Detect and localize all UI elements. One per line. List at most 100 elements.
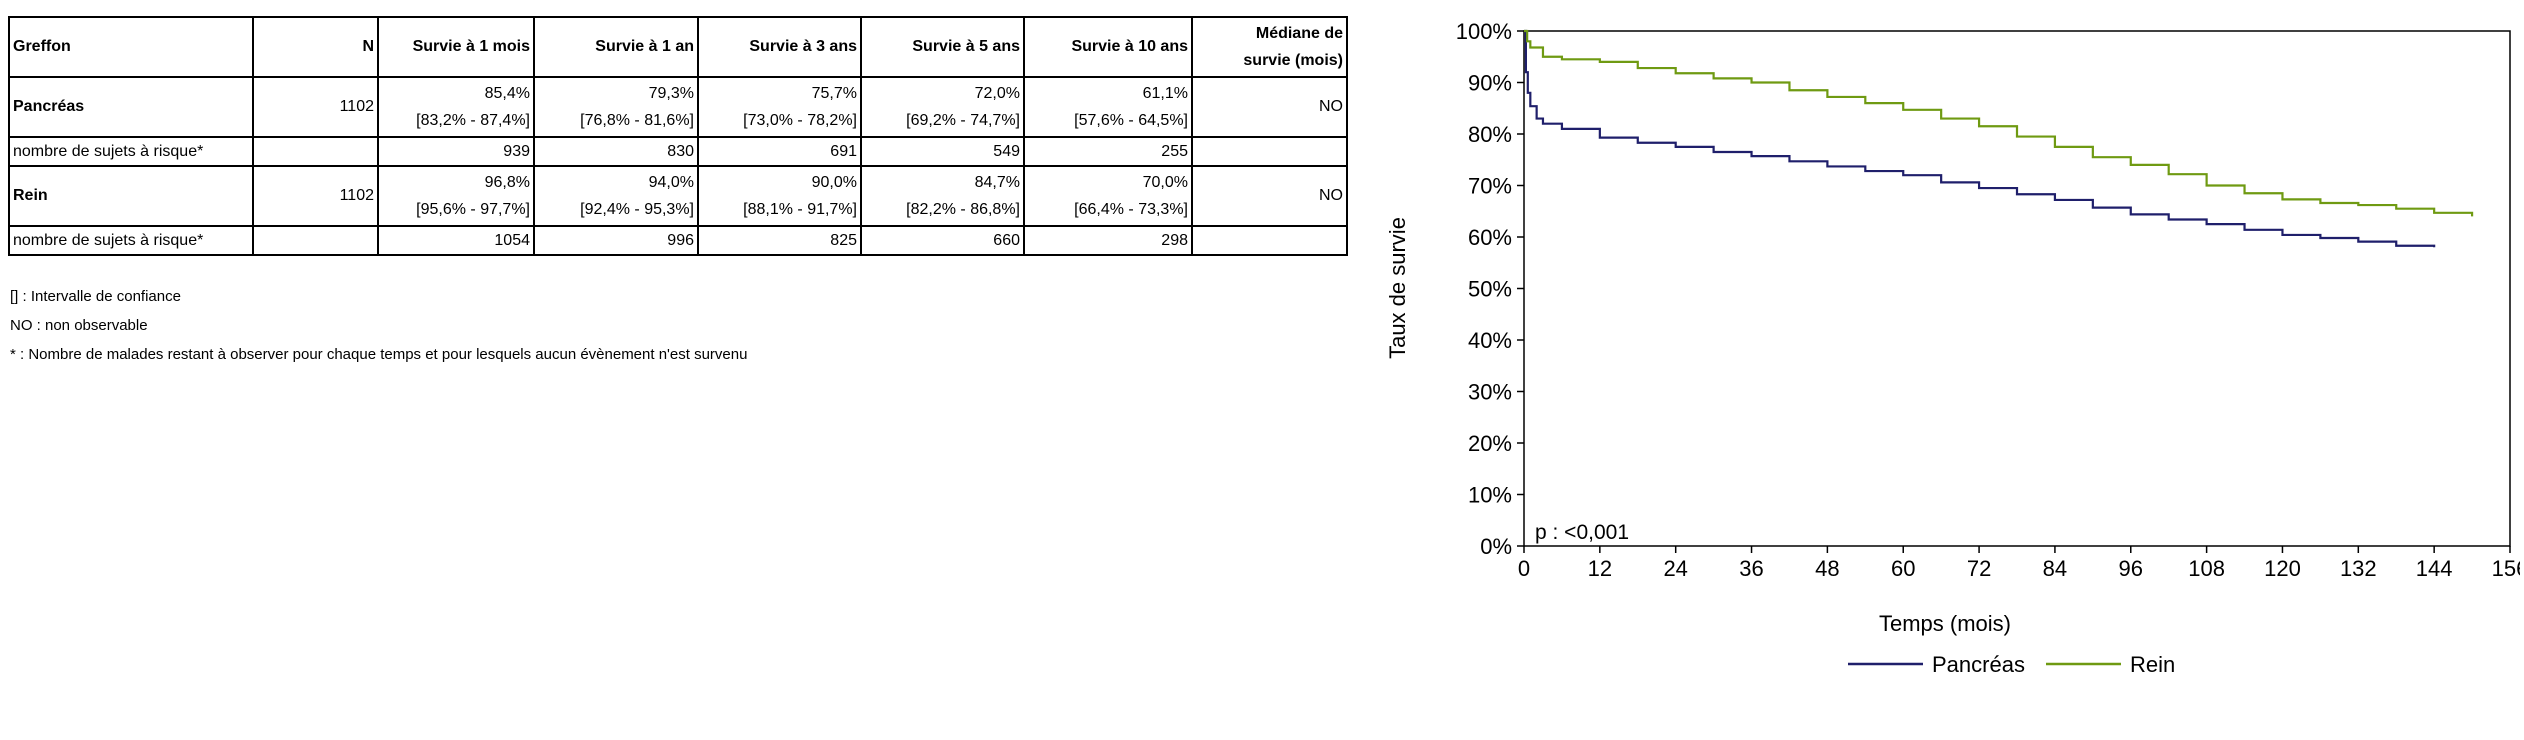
group-name: Pancréas bbox=[8, 76, 254, 138]
x-tick-label: 48 bbox=[1815, 556, 1839, 581]
cell-median: NO bbox=[1191, 76, 1348, 138]
x-tick-label: 0 bbox=[1518, 556, 1530, 581]
series-line-rein bbox=[1524, 29, 2474, 217]
header-greffon: Greffon bbox=[8, 16, 254, 78]
value: 61,1% bbox=[1142, 85, 1188, 102]
x-tick-label: 24 bbox=[1663, 556, 1687, 581]
ci: [69,2% - 74,7%] bbox=[906, 112, 1020, 129]
x-tick-label: 156 bbox=[2492, 556, 2520, 581]
risk-5-years: 660 bbox=[860, 225, 1025, 256]
legend-label: Rein bbox=[2130, 652, 2175, 677]
cell-3-years: 90,0% [88,1% - 91,7%] bbox=[697, 165, 862, 227]
y-tick-label: 40% bbox=[1468, 328, 1512, 353]
ci: [82,2% - 86,8%] bbox=[906, 201, 1020, 218]
axes-layer: 0% 10% 20% 30% 40% 50% 60% 70% 80% 90% 100% 0 12 24 36… bbox=[1456, 19, 2520, 581]
risk-10-years: 298 bbox=[1023, 225, 1193, 256]
p-value-annotation: p : <0,001 bbox=[1535, 521, 1629, 544]
table-row-rein: Rein 1102 96,8% [95,6% - 97,7%] 94,0% [92,… bbox=[8, 165, 1348, 227]
risk-3-years: 825 bbox=[697, 225, 862, 256]
x-tick-label: 12 bbox=[1588, 556, 1612, 581]
x-tick-label: 96 bbox=[2119, 556, 2143, 581]
risk-1-month: 1054 bbox=[377, 225, 535, 256]
cell-1-month: 85,4% [83,2% - 87,4%] bbox=[377, 76, 535, 138]
y-tick-label: 70% bbox=[1468, 174, 1512, 199]
ci: [57,6% - 64,5%] bbox=[1074, 112, 1188, 129]
y-tick-label: 50% bbox=[1468, 277, 1512, 302]
ci: [73,0% - 78,2%] bbox=[743, 112, 857, 129]
cell-1-year: 79,3% [76,8% - 81,6%] bbox=[533, 76, 699, 138]
survival-chart: 0% 10% 20% 30% 40% 50% 60% 70% 80% 90% 100% 0 12 24 36… bbox=[1385, 19, 2520, 677]
header-5-years: Survie à 5 ans bbox=[860, 16, 1025, 78]
ci: [95,6% - 97,7%] bbox=[416, 201, 530, 218]
note-risk: * : Nombre de malades restant à observer… bbox=[10, 346, 748, 363]
table-header-row: Greffon N Survie à 1 mois Survie à 1 an … bbox=[8, 16, 1348, 78]
header-10-years: Survie à 10 ans bbox=[1023, 16, 1193, 78]
header-1-year: Survie à 1 an bbox=[533, 16, 699, 78]
y-tick-label: 30% bbox=[1468, 380, 1512, 405]
risk-empty bbox=[252, 225, 379, 256]
value: 72,0% bbox=[974, 85, 1020, 102]
value: 70,0% bbox=[1142, 174, 1188, 191]
legend-label: Pancréas bbox=[1932, 652, 2025, 677]
y-tick-label: 60% bbox=[1468, 225, 1512, 250]
header-3-years: Survie à 3 ans bbox=[697, 16, 862, 78]
x-tick-label: 72 bbox=[1967, 556, 1991, 581]
risk-1-year: 996 bbox=[533, 225, 699, 256]
risk-label: nombre de sujets à risque* bbox=[8, 225, 254, 256]
group-n: 1102 bbox=[252, 76, 379, 138]
x-tick-label: 120 bbox=[2264, 556, 2301, 581]
cell-1-month: 96,8% [95,6% - 97,7%] bbox=[377, 165, 535, 227]
ci: [83,2% - 87,4%] bbox=[416, 112, 530, 129]
value: 75,7% bbox=[811, 85, 857, 102]
header-median-line2: survie (mois) bbox=[1243, 52, 1343, 69]
risk-label: nombre de sujets à risque* bbox=[8, 136, 254, 167]
risk-3-years: 691 bbox=[697, 136, 862, 167]
ci: [66,4% - 73,3%] bbox=[1074, 201, 1188, 218]
risk-1-month: 939 bbox=[377, 136, 535, 167]
ci: [76,8% - 81,6%] bbox=[580, 112, 694, 129]
x-tick-label: 36 bbox=[1739, 556, 1763, 581]
x-tick-label: 60 bbox=[1891, 556, 1915, 581]
cell-5-years: 84,7% [82,2% - 86,8%] bbox=[860, 165, 1025, 227]
header-median-line1: Médiane de bbox=[1255, 25, 1343, 42]
y-axis-label: Taux de survie bbox=[1385, 217, 1410, 359]
x-tick-label: 144 bbox=[2416, 556, 2453, 581]
header-1-month: Survie à 1 mois bbox=[377, 16, 535, 78]
x-tick-label: 84 bbox=[2043, 556, 2067, 581]
table-row-risk-pancreas: nombre de sujets à risque* 939 830 691 5… bbox=[8, 136, 1348, 167]
ci: [92,4% - 95,3%] bbox=[580, 201, 694, 218]
cell-median: NO bbox=[1191, 165, 1348, 227]
y-tick-label: 10% bbox=[1468, 483, 1512, 508]
value: 79,3% bbox=[648, 85, 694, 102]
value: 90,0% bbox=[811, 174, 857, 191]
table-notes: [] : Intervalle de confiance NO : non ob… bbox=[10, 288, 747, 375]
ci: [88,1% - 91,7%] bbox=[743, 201, 857, 218]
x-axis-label: Temps (mois) bbox=[1879, 611, 2011, 636]
y-tick-label: 80% bbox=[1468, 122, 1512, 147]
risk-empty bbox=[1191, 225, 1348, 256]
value: 85,4% bbox=[484, 85, 530, 102]
risk-5-years: 549 bbox=[860, 136, 1025, 167]
header-median: Médiane de survie (mois) bbox=[1191, 16, 1348, 78]
legend: Pancréas Rein bbox=[1848, 652, 2175, 677]
series-line-pancr-as bbox=[1524, 29, 2436, 248]
group-n: 1102 bbox=[252, 165, 379, 227]
risk-empty bbox=[252, 136, 379, 167]
series-layer bbox=[1524, 29, 2474, 248]
risk-empty bbox=[1191, 136, 1348, 167]
risk-1-year: 830 bbox=[533, 136, 699, 167]
table-row-risk-rein: nombre de sujets à risque* 1054 996 825 … bbox=[8, 225, 1348, 256]
note-ci: [] : Intervalle de confiance bbox=[10, 288, 181, 305]
x-tick-label: 132 bbox=[2340, 556, 2377, 581]
y-tick-label: 0% bbox=[1480, 534, 1512, 559]
cell-1-year: 94,0% [92,4% - 95,3%] bbox=[533, 165, 699, 227]
table-row-pancreas: Pancréas 1102 85,4% [83,2% - 87,4%] 79,3%… bbox=[8, 76, 1348, 138]
cell-10-years: 61,1% [57,6% - 64,5%] bbox=[1023, 76, 1193, 138]
y-tick-label: 20% bbox=[1468, 431, 1512, 456]
y-tick-label: 90% bbox=[1468, 71, 1512, 96]
cell-3-years: 75,7% [73,0% - 78,2%] bbox=[697, 76, 862, 138]
plot-frame bbox=[1523, 30, 2511, 547]
risk-10-years: 255 bbox=[1023, 136, 1193, 167]
value: 84,7% bbox=[974, 174, 1020, 191]
value: 94,0% bbox=[648, 174, 694, 191]
